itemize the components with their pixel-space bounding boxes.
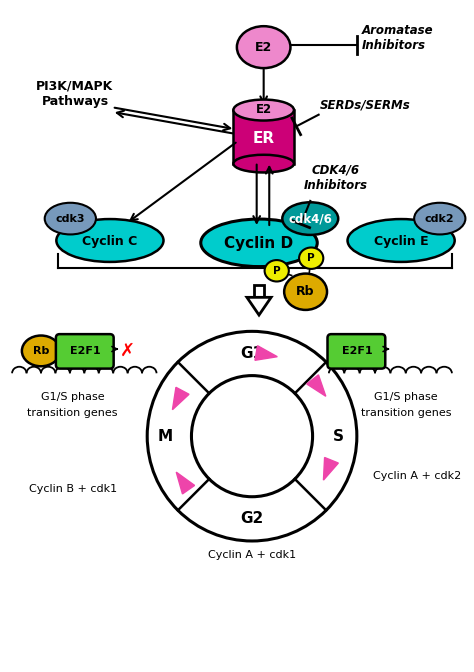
Text: Aromatase
Inhibitors: Aromatase Inhibitors	[362, 24, 433, 52]
Text: P: P	[273, 266, 281, 276]
Ellipse shape	[283, 202, 338, 235]
Polygon shape	[176, 472, 195, 494]
Ellipse shape	[233, 155, 294, 173]
Ellipse shape	[299, 247, 323, 269]
Text: cdk4/6: cdk4/6	[288, 212, 332, 225]
Circle shape	[147, 331, 357, 541]
Text: cdk3: cdk3	[55, 214, 85, 224]
FancyBboxPatch shape	[56, 334, 114, 369]
Bar	[254, 285, 264, 297]
Polygon shape	[247, 297, 271, 315]
Text: E2F1: E2F1	[71, 346, 101, 356]
Ellipse shape	[56, 219, 164, 262]
Ellipse shape	[201, 219, 317, 267]
Bar	[233, 110, 294, 163]
Ellipse shape	[414, 203, 465, 235]
Text: M: M	[158, 429, 173, 444]
Text: cdk2: cdk2	[425, 214, 455, 224]
Text: SERDs/SERMs: SERDs/SERMs	[319, 99, 410, 112]
Text: G1/S phase: G1/S phase	[41, 392, 104, 403]
Text: ER: ER	[253, 130, 275, 146]
Polygon shape	[307, 375, 326, 396]
Text: Cyclin B + cdk1: Cyclin B + cdk1	[28, 484, 117, 494]
Text: E2: E2	[255, 40, 272, 54]
Text: Rb: Rb	[296, 285, 315, 298]
Text: E2F1: E2F1	[342, 346, 373, 356]
Ellipse shape	[264, 260, 289, 282]
Text: Cyclin C: Cyclin C	[82, 235, 137, 249]
Polygon shape	[323, 458, 338, 480]
Text: Cyclin A + cdk1: Cyclin A + cdk1	[208, 550, 296, 560]
Text: CDK4/6
Inhibitors: CDK4/6 Inhibitors	[304, 163, 368, 192]
Text: P: P	[307, 253, 315, 263]
Text: Cyclin E: Cyclin E	[374, 235, 428, 249]
Ellipse shape	[284, 274, 327, 310]
Text: transition genes: transition genes	[361, 408, 451, 418]
Ellipse shape	[45, 203, 96, 235]
Text: transition genes: transition genes	[27, 408, 118, 418]
Text: Rb: Rb	[33, 346, 49, 356]
Text: ✗: ✗	[120, 342, 135, 360]
Polygon shape	[173, 387, 189, 410]
FancyBboxPatch shape	[328, 334, 385, 369]
Ellipse shape	[22, 335, 60, 366]
Text: PI3K/MAPK
Pathways: PI3K/MAPK Pathways	[36, 80, 114, 108]
Text: Cyclin D: Cyclin D	[225, 237, 293, 251]
Ellipse shape	[347, 219, 455, 262]
Text: G2: G2	[240, 511, 264, 526]
Polygon shape	[255, 345, 277, 360]
Circle shape	[191, 376, 312, 497]
Text: Cyclin A + cdk2: Cyclin A + cdk2	[374, 471, 462, 480]
Ellipse shape	[237, 26, 291, 68]
Ellipse shape	[233, 99, 294, 120]
Text: G1/S phase: G1/S phase	[374, 392, 438, 403]
Text: E2: E2	[255, 103, 272, 116]
Text: S: S	[333, 429, 344, 444]
Text: G1: G1	[240, 346, 264, 361]
